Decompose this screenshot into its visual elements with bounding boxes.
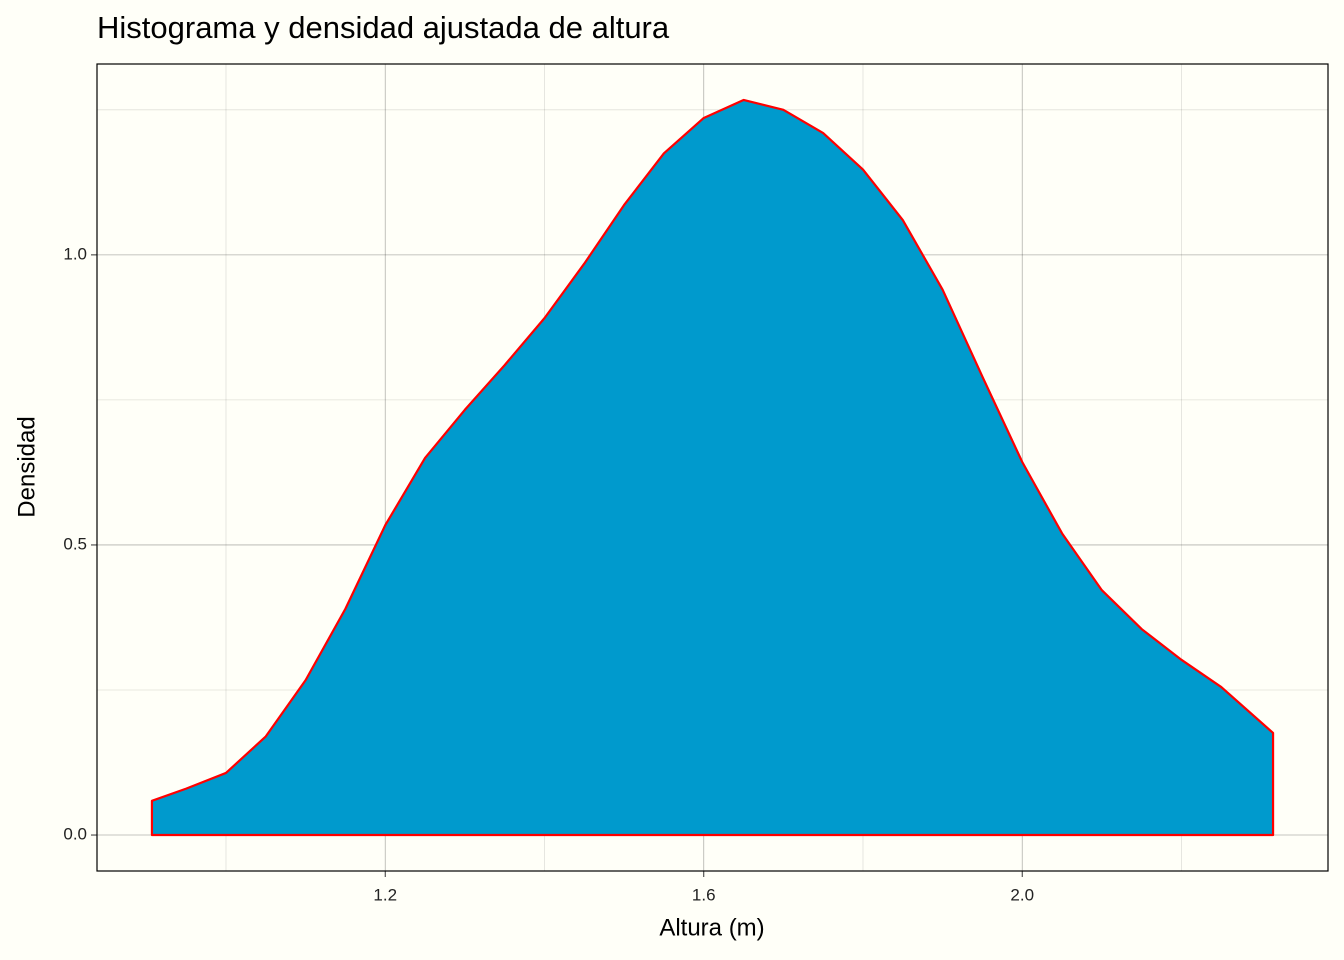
density-area [150, 98, 1275, 837]
panel-border [96, 63, 1329, 872]
y-tick-label: 0.0 [63, 825, 87, 844]
x-tick-label: 1.2 [373, 885, 397, 904]
chart-title: Histograma y densidad ajustada de altura [97, 10, 670, 45]
x-tick-label: 2.0 [1010, 885, 1034, 904]
x-axis-title: Altura (m) [659, 914, 764, 941]
x-tick-label: 1.6 [692, 885, 716, 904]
y-tick-label: 0.5 [63, 534, 87, 553]
y-tick-label: 1.0 [63, 244, 87, 263]
y-axis-title: Densidad [13, 416, 40, 517]
